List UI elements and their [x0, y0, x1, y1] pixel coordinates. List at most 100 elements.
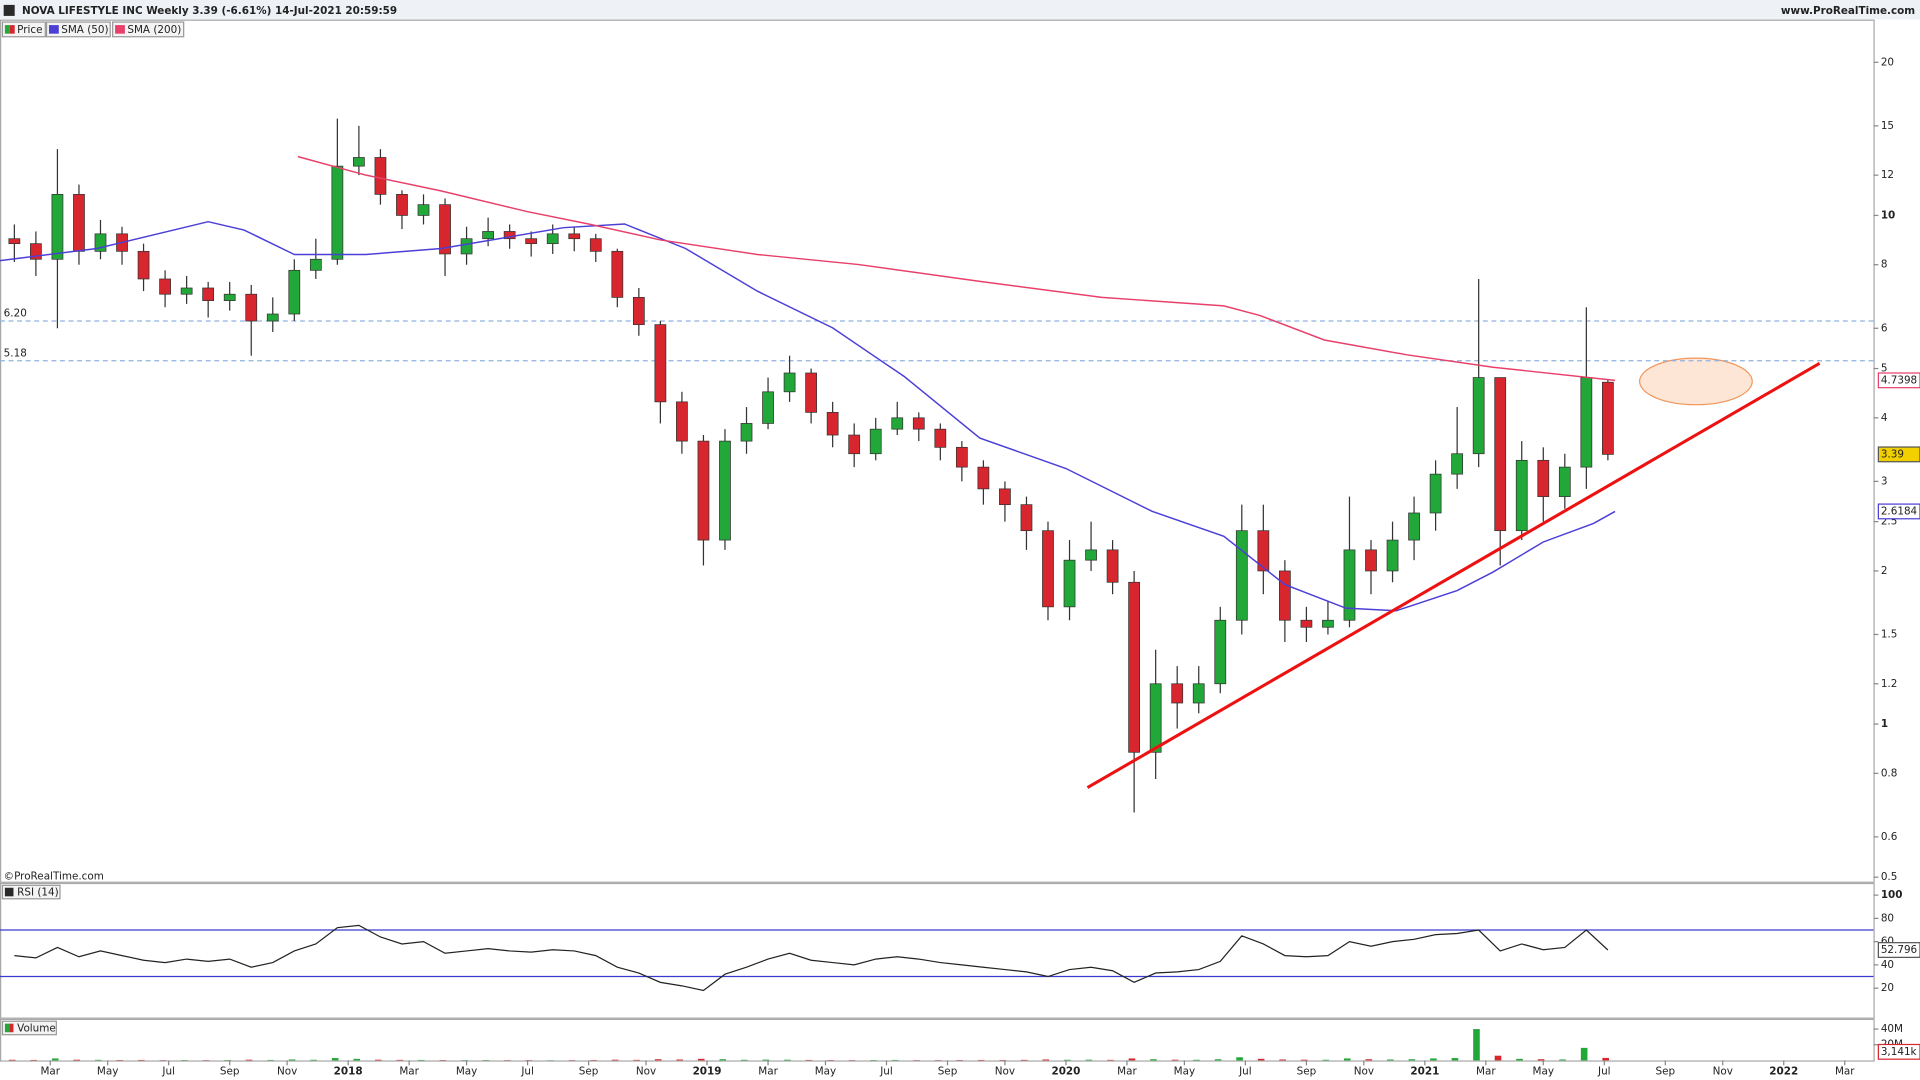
volume-bar [51, 1058, 59, 1061]
candle-body [1494, 377, 1507, 532]
candle-body [30, 243, 42, 260]
candle-body [783, 372, 796, 393]
copyright: ©ProRealTime.com [4, 871, 104, 883]
y-tick-label: 0.5 [1881, 871, 1898, 883]
candle-body [568, 233, 581, 240]
volume-bar [1064, 1059, 1071, 1061]
volume-bar [697, 1058, 705, 1061]
volume-bar [1300, 1059, 1308, 1061]
x-tick-label: Nov [636, 1065, 656, 1077]
candle-body [1085, 549, 1097, 561]
rsi-tick-label: 100 [1881, 889, 1903, 901]
rsi-tick-label: 40 [1881, 959, 1894, 971]
volume-bar [654, 1059, 662, 1061]
candle-body [697, 440, 710, 541]
candle-body [934, 428, 947, 448]
volume-bar [331, 1058, 339, 1061]
legend-swatch [4, 25, 10, 34]
volume-title-box[interactable] [1, 1020, 57, 1036]
volume-bar [611, 1059, 619, 1061]
x-tick-label: Mar [1835, 1065, 1855, 1077]
candle-body [94, 233, 107, 252]
candle-body [1386, 539, 1399, 572]
volume-bar [741, 1059, 748, 1061]
candle-body [719, 440, 731, 541]
candle-body [288, 269, 301, 315]
rsi-line [14, 924, 1609, 992]
candle-body [1537, 459, 1550, 497]
x-tick-label: Mar [1476, 1065, 1496, 1077]
x-tick-label: 2021 [1410, 1065, 1439, 1077]
x-tick-label: 2020 [1051, 1065, 1080, 1077]
legend-label: SMA (50) [61, 24, 108, 36]
y-tick-label: 4 [1881, 412, 1888, 424]
rsi-last-box [1877, 942, 1920, 958]
y-tick-label: 1.2 [1881, 678, 1898, 690]
x-tick-label: May [815, 1065, 836, 1077]
candle-body [955, 446, 968, 468]
level-label: 6.20 [4, 308, 27, 320]
candle-body [73, 194, 85, 252]
y-tick-label: 20 [1881, 56, 1894, 68]
x-tick-label: Sep [938, 1065, 958, 1077]
candle-body [740, 423, 753, 442]
candle-body [1300, 619, 1313, 628]
rsi-tick-label: 80 [1881, 912, 1894, 924]
x-tick-label: 2019 [693, 1065, 722, 1077]
candle-body [826, 412, 839, 436]
rsi-title-box[interactable] [1, 884, 61, 900]
x-tick-label: 2022 [1769, 1065, 1798, 1077]
sma-line [0, 220, 1616, 612]
y-tick-label: 0.6 [1881, 831, 1898, 843]
candle-body [1558, 466, 1571, 497]
candle-body [1580, 377, 1593, 468]
volume-bar [1387, 1059, 1394, 1061]
candle-body [396, 194, 408, 216]
x-tick-label: Jul [161, 1065, 175, 1077]
rsi-title: RSI (14) [17, 887, 59, 899]
sma50-last-box [1877, 503, 1920, 520]
candle-body [1472, 377, 1485, 455]
legend-label: SMA (200) [127, 24, 181, 36]
x-tick-label: Mar [40, 1065, 60, 1077]
candle-body [1171, 683, 1184, 704]
legend-box[interactable] [45, 21, 111, 38]
x-tick-label: Jul [520, 1065, 534, 1077]
candle-body [632, 297, 645, 325]
volume-bar [1537, 1059, 1545, 1061]
y-tick-label: 1.5 [1881, 628, 1898, 640]
candle-body [1278, 570, 1291, 621]
y-tick-label: 3 [1881, 475, 1888, 487]
y-tick-label: 15 [1881, 120, 1894, 132]
x-tick-label: Mar [758, 1065, 778, 1077]
sma200-last: 4.7398 [1881, 374, 1917, 386]
x-tick-label: May [456, 1065, 477, 1077]
legend-swatch [9, 25, 15, 34]
volume-bar [374, 1059, 382, 1061]
candle-body [353, 157, 365, 167]
x-tick-label: Jul [1238, 1065, 1252, 1077]
x-tick-label: Sep [220, 1065, 240, 1077]
volume-last-box [1877, 1043, 1920, 1060]
candle-body [266, 313, 279, 322]
candle-body [654, 324, 667, 403]
rsi-last: 52.796 [1881, 944, 1917, 956]
y-tick-label: 12 [1881, 169, 1894, 181]
candle-body [1408, 512, 1420, 541]
candle-body [999, 488, 1011, 506]
y-tick-label: 1 [1881, 718, 1888, 730]
volume-bar [1171, 1059, 1179, 1061]
header-bar [0, 0, 1920, 20]
volume-bar [396, 1059, 404, 1061]
x-tick-label: Nov [277, 1065, 297, 1077]
y-tick-label: 2 [1881, 565, 1888, 577]
candle-body [1020, 504, 1033, 532]
volume-bar [1516, 1058, 1523, 1061]
sma-line [297, 155, 1616, 382]
x-tick-label: Mar [1117, 1065, 1137, 1077]
candle-body [1343, 549, 1356, 621]
candle-body [8, 238, 21, 245]
legend-box[interactable] [112, 21, 185, 38]
